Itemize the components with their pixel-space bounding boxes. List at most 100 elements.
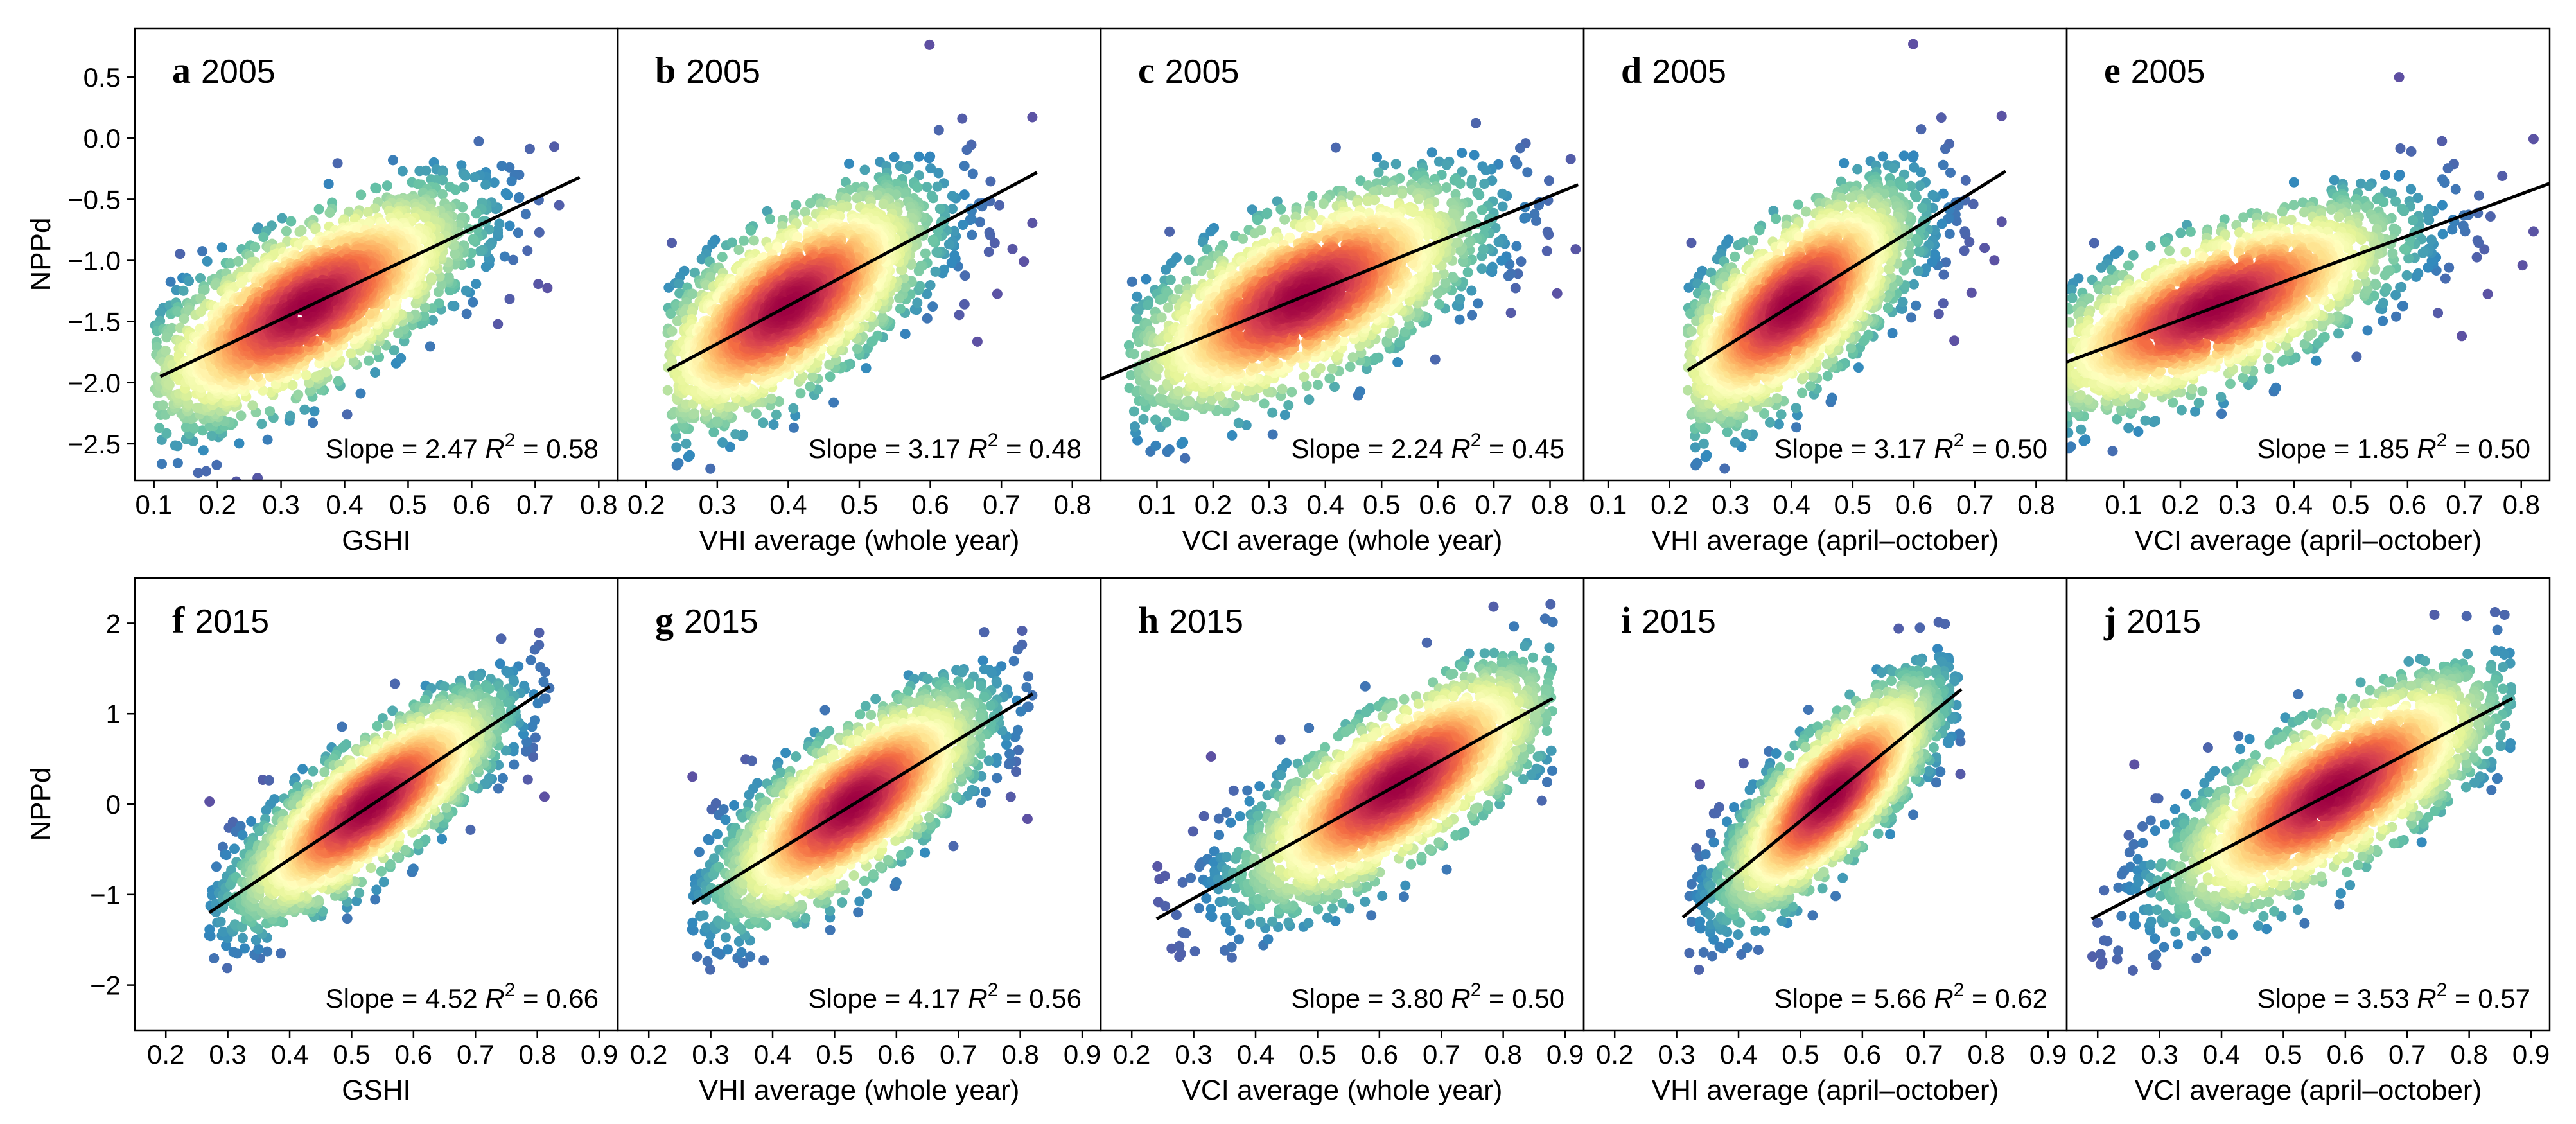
scatter-point — [310, 224, 321, 235]
scatter-point — [924, 39, 935, 50]
panel-title: a 2005 — [172, 49, 276, 91]
x-tick-label: 0.3 — [262, 489, 299, 520]
scatter-point — [1027, 112, 1038, 123]
scatter-point — [310, 371, 321, 382]
scatter-point — [460, 170, 471, 181]
scatter-point — [197, 246, 208, 257]
scatter-points — [150, 136, 565, 480]
scatter-point — [792, 233, 803, 243]
scatter-point — [927, 234, 938, 245]
scatter-point — [250, 241, 261, 252]
scatter-point — [872, 190, 883, 200]
scatter-point — [672, 315, 683, 326]
scatter-point — [199, 284, 210, 295]
y-tick-label: −1.5 — [67, 307, 121, 337]
scatter-point — [947, 204, 958, 215]
scatter-point — [928, 193, 938, 204]
scatter-point — [922, 313, 933, 324]
scatter-point — [188, 422, 198, 433]
scatter-point — [828, 397, 839, 408]
scatter-point — [705, 463, 716, 474]
scatter-point — [243, 263, 253, 274]
scatter-point — [967, 229, 977, 240]
panel-letter: a — [172, 49, 191, 91]
scatter-point — [807, 371, 818, 382]
scatter-point — [957, 113, 968, 124]
scatter-point — [393, 328, 404, 339]
scatter-point — [723, 401, 733, 412]
scatter-point — [1027, 218, 1038, 229]
scatter-point — [673, 457, 684, 468]
scatter-point — [825, 371, 836, 382]
x-tick-label: 0.5 — [389, 489, 426, 520]
scatter-point — [900, 329, 911, 339]
scatter-point — [468, 297, 478, 308]
scatter-point — [459, 182, 469, 193]
scatter-point — [738, 429, 749, 440]
y-tick-label: −1.0 — [67, 246, 121, 276]
scatter-point — [984, 227, 995, 238]
scatter-point — [877, 312, 888, 323]
slope-text: Slope = 2.47 — [326, 434, 486, 464]
scatter-point — [414, 166, 425, 177]
scatter-point — [689, 267, 700, 278]
scatter-point — [542, 283, 553, 294]
scatter-point — [508, 254, 519, 265]
scatter-point — [925, 280, 936, 290]
y-tick-label: −2.5 — [67, 429, 121, 459]
scatter-point — [959, 189, 970, 200]
scatter-point — [346, 348, 356, 359]
scatter-point — [506, 176, 517, 187]
scatter-point — [362, 207, 373, 218]
scatter-point — [915, 281, 925, 292]
scatter-point — [471, 208, 482, 219]
scatter-point — [464, 258, 475, 268]
scatter-point — [912, 297, 923, 308]
scatter-point — [252, 224, 263, 235]
scatter-point — [549, 141, 559, 152]
scatter-point — [989, 238, 1000, 249]
scatter-point — [685, 450, 695, 461]
scatter-point — [513, 193, 524, 204]
scatter-point — [724, 441, 735, 452]
scatter-point — [436, 279, 447, 290]
scatter-point — [437, 189, 448, 200]
scatter-point — [262, 434, 273, 445]
scatter-point — [419, 302, 430, 313]
scatter-point — [165, 276, 176, 287]
y-tick-label: −0.5 — [67, 184, 121, 215]
scatter-point — [206, 430, 217, 441]
scatter-point — [154, 423, 165, 434]
x-tick-label: 0.4 — [326, 489, 363, 520]
scatter-point — [496, 161, 507, 171]
scatter-point — [195, 306, 206, 317]
scatter-point — [287, 380, 298, 391]
scatter-point — [717, 437, 728, 448]
scatter-point — [895, 303, 906, 314]
scatter-point — [256, 419, 267, 430]
scatter-point — [420, 212, 431, 223]
scatter-point — [193, 468, 204, 479]
scatter-point — [739, 235, 749, 246]
y-tick-label: −2.0 — [67, 368, 121, 398]
scatter-point — [247, 400, 258, 411]
scatter-point — [309, 406, 320, 417]
scatter-point — [712, 416, 723, 426]
x-tick-label: 0.1 — [135, 489, 172, 520]
scatter-point — [473, 136, 484, 146]
scatter-point — [985, 176, 996, 187]
scatter-point — [762, 206, 773, 216]
scatter-point — [947, 191, 958, 202]
scatter-point — [210, 279, 221, 290]
scatter-point — [447, 301, 458, 311]
scatter-point — [774, 396, 785, 407]
scatter-point — [958, 220, 968, 230]
scatter-point — [534, 227, 545, 238]
scatter-points — [662, 39, 1038, 474]
scatter-point — [281, 225, 292, 236]
scatter-point — [370, 367, 381, 378]
scatter-point — [234, 438, 245, 449]
scatter-point — [891, 189, 902, 200]
scatter-point — [943, 239, 954, 250]
